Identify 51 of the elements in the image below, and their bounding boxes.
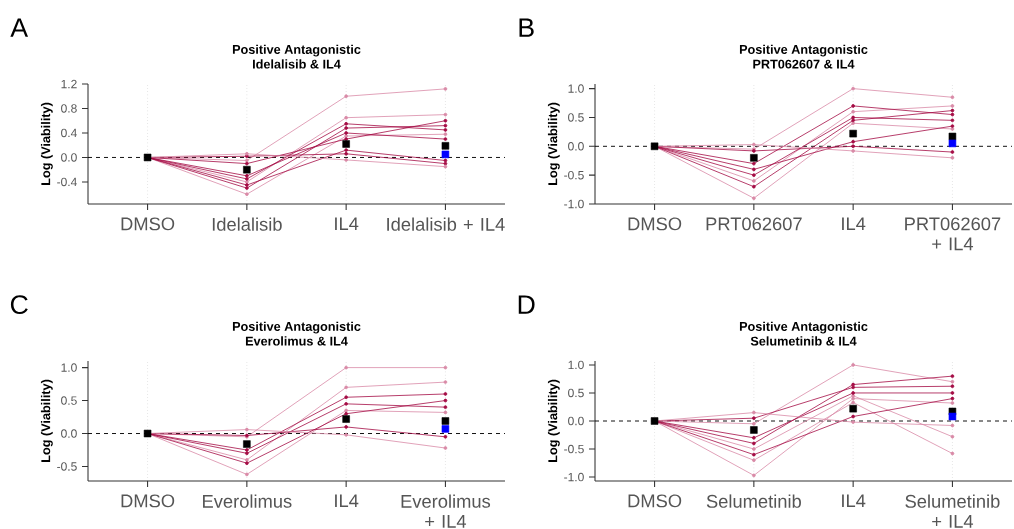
y-tick-label: -0.4 [57,177,77,187]
x-tick-label: Selumetinib + IL4 [905,494,1000,528]
text: C [10,295,28,315]
y-tick-label: -0.5 [564,444,584,454]
x-tick-label: Idelalisib + IL4 [387,217,505,231]
y-tick-label: 0.0 [61,153,77,162]
text: D [518,295,535,314]
y-tick-label: 0.5 [568,113,584,122]
x-tick-label: Everolimus + IL4 [401,494,491,528]
chart-title: Positive Antagonistic [739,321,868,334]
chart-title: Positive Antagonistic [232,321,361,334]
y-tick-label: 0.0 [61,429,77,438]
y-tick-label: 1.0 [61,363,77,372]
x-tick-label: PRT062607 + IL4 [905,217,1001,251]
x-tick-label: Selumetinib [706,494,801,508]
x-tick-label: IL4 [842,217,866,230]
x-tick-label: DMSO [121,217,175,231]
y-tick-label: -1.0 [564,199,584,209]
y-axis-title: Log (Viability) [40,379,53,462]
chart-title: Positive Antagonistic [739,44,868,57]
y-tick-label: 0.0 [568,142,584,151]
y-tick-label: 0.8 [61,104,77,113]
y-tick-label: -0.5 [57,462,77,471]
y-tick-label: 1.2 [61,79,77,89]
x-tick-label: PRT062607 [706,217,802,231]
y-tick-label: -0.5 [564,170,584,180]
y-tick-label: -1.0 [564,472,584,482]
chart-subtitle: PRT062607 & IL4 [753,59,855,69]
x-tick-label: IL4 [335,494,359,507]
y-tick-label: 0.5 [61,396,77,405]
y-tick-label: 1.0 [568,84,584,93]
text: A [10,18,29,37]
y-tick-label: 0.5 [568,388,584,398]
x-tick-label: Everolimus [203,494,292,508]
chart-subtitle: Idelalisib & IL4 [253,59,341,69]
x-tick-label: IL4 [842,494,866,507]
chart-subtitle: Everolimus & IL4 [245,336,348,346]
y-tick-label: 0.0 [568,416,584,426]
chart-subtitle: Selumetinib & IL4 [750,336,857,346]
x-tick-label: DMSO [121,494,175,508]
x-tick-label: DMSO [628,217,682,231]
x-tick-label: IL4 [335,217,359,230]
chart-title: Positive Antagonistic [232,44,361,57]
y-tick-label: 0.4 [61,128,77,138]
x-tick-label: DMSO [628,494,682,508]
text: B [519,18,534,37]
y-tick-label: 1.0 [568,360,584,370]
y-axis-title: Log (Viability) [547,102,560,185]
y-axis-title: Log (Viability) [40,102,53,185]
x-tick-label: Idelalisib [212,217,282,231]
y-axis-title: Log (Viability) [547,379,560,462]
